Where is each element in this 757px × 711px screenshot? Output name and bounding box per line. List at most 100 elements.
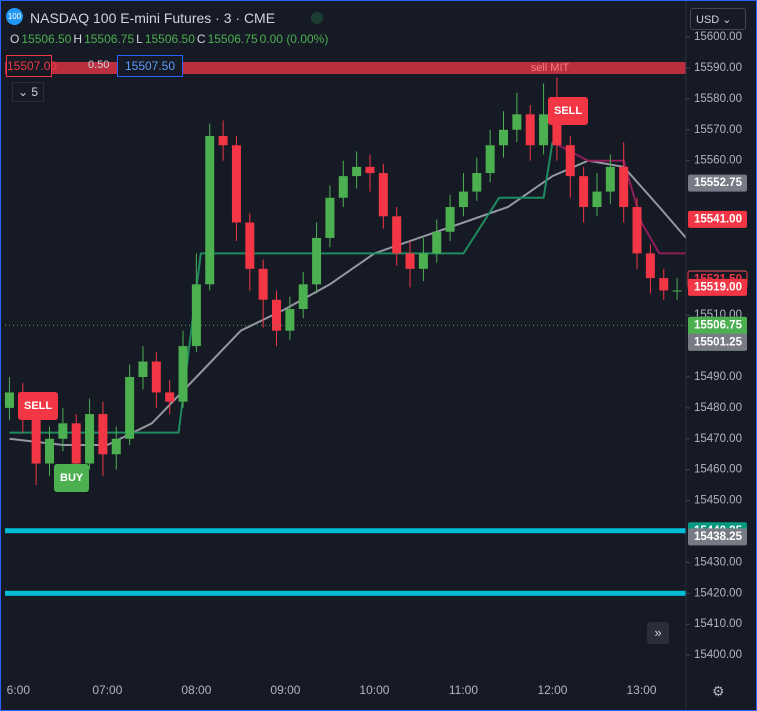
- x-tick-label: 11:00: [449, 683, 478, 697]
- y-tick-label: 15600.00: [694, 31, 742, 43]
- candle-body: [285, 309, 295, 331]
- price-label-box: [688, 210, 747, 228]
- x-tick-label: 13:00: [626, 683, 656, 697]
- candle-body: [672, 290, 682, 292]
- candle-body: [605, 166, 615, 192]
- y-tick-label: 15450.00: [694, 495, 742, 507]
- order-line-label: sell MIT: [531, 62, 570, 74]
- y-tick-label: 15410.00: [694, 618, 742, 630]
- price-label: 15501.25: [694, 336, 743, 348]
- price-label: 15438.25: [694, 531, 743, 543]
- candle-body: [579, 176, 589, 208]
- candle-body: [418, 253, 428, 269]
- y-tick-label: 15420.00: [694, 587, 742, 599]
- currency-selector[interactable]: USD ⌄: [690, 8, 746, 30]
- price-label-box: [688, 278, 747, 296]
- y-tick-label: 15570.00: [694, 124, 742, 136]
- x-tick-label: 6:00: [7, 683, 31, 697]
- ohlc-key: O: [10, 32, 20, 46]
- price-label: 15506.75: [694, 319, 743, 331]
- y-tick-label: 15560.00: [694, 155, 742, 167]
- spread: 0.50: [88, 59, 110, 71]
- ohlc-value: 15506.50: [21, 32, 72, 46]
- candle-body: [552, 114, 562, 146]
- interval-badge[interactable]: ⌄ 5: [12, 82, 44, 102]
- logo: 100: [6, 8, 23, 25]
- price-label: 15541.00: [694, 213, 742, 225]
- ohlc-row: O 15506.50 H 15506.75 L 15506.50 C 15506.75 0.00…: [10, 32, 330, 46]
- candle-body: [58, 423, 68, 439]
- order-line: [5, 61, 686, 74]
- candle-body: [352, 166, 362, 177]
- sell-signal: SELL: [18, 392, 59, 420]
- candle-body: [245, 222, 255, 269]
- candle-body: [45, 438, 55, 464]
- ohlc-value: 15506.50: [144, 32, 195, 46]
- x-tick-label: 12:00: [537, 683, 567, 697]
- y-tick-label: 15590.00: [694, 62, 742, 74]
- candle-body: [191, 284, 201, 347]
- sell-button[interactable]: 15507.00: [6, 55, 57, 77]
- candle-body: [659, 278, 669, 291]
- scroll-button[interactable]: »: [647, 622, 669, 644]
- candle-body: [218, 135, 228, 146]
- candle-body: [525, 114, 535, 146]
- y-tick-label: 15460.00: [694, 464, 742, 476]
- candle-body: [71, 423, 81, 464]
- candle-body: [205, 135, 215, 285]
- price-label: 15552.75: [694, 177, 743, 189]
- candle-body: [458, 191, 468, 208]
- candle-body: [499, 129, 509, 146]
- candle-body: [298, 284, 308, 310]
- x-tick-label: 08:00: [181, 683, 211, 697]
- candle-body: [485, 145, 495, 174]
- sell-signal: SELL: [548, 97, 589, 125]
- candle-body: [645, 253, 655, 279]
- price-label: 15519.00: [694, 281, 742, 293]
- candle-body: [632, 207, 642, 254]
- candle-body: [85, 414, 95, 464]
- x-tick-label: 10:00: [359, 683, 389, 697]
- candle-body: [111, 438, 121, 455]
- candle-body: [258, 268, 268, 300]
- candle-body: [392, 216, 402, 254]
- chart-title: NASDAQ 100 E-mini Futures · 3 · CME: [30, 10, 276, 26]
- status-dot: [311, 12, 323, 24]
- horizontal-line: [5, 528, 686, 534]
- horizontal-line: [5, 590, 686, 596]
- buy-signal: BUY: [54, 464, 90, 492]
- ohlc-change: 0.00 (0.00%): [259, 32, 329, 46]
- y-tick-label: 15430.00: [694, 556, 742, 568]
- price-label-box: [688, 528, 747, 546]
- candle-body: [338, 176, 348, 198]
- ohlc-key: C: [196, 32, 206, 46]
- candle-body: [539, 114, 549, 146]
- candle-body: [4, 392, 14, 408]
- candle-body: [512, 114, 522, 130]
- ohlc-key: H: [73, 32, 83, 46]
- interval: 5: [31, 85, 39, 99]
- ohlc-key: L: [136, 32, 143, 46]
- candle-body: [272, 299, 282, 331]
- candle-body: [151, 361, 161, 393]
- candle-body: [125, 376, 135, 439]
- settings-button[interactable]: ⚙: [712, 683, 725, 699]
- candle-body: [138, 361, 148, 377]
- y-tick-label: 15400.00: [694, 649, 742, 661]
- y-tick-label: 15490.00: [694, 371, 742, 383]
- ohlc-value: 15506.75: [207, 32, 258, 46]
- candle-body: [365, 166, 375, 174]
- candle-body: [165, 392, 175, 402]
- buy-button[interactable]: 15507.50: [117, 55, 183, 77]
- price-label-box: [688, 333, 747, 351]
- candle-body: [472, 173, 482, 192]
- candle-body: [445, 207, 455, 232]
- candle-body: [231, 145, 241, 223]
- price-axis: [686, 0, 757, 711]
- x-tick-label: 07:00: [92, 683, 122, 697]
- candle-body: [619, 166, 629, 208]
- candle-body: [592, 191, 602, 208]
- indicator-line: [552, 141, 686, 255]
- candle-body: [312, 237, 322, 285]
